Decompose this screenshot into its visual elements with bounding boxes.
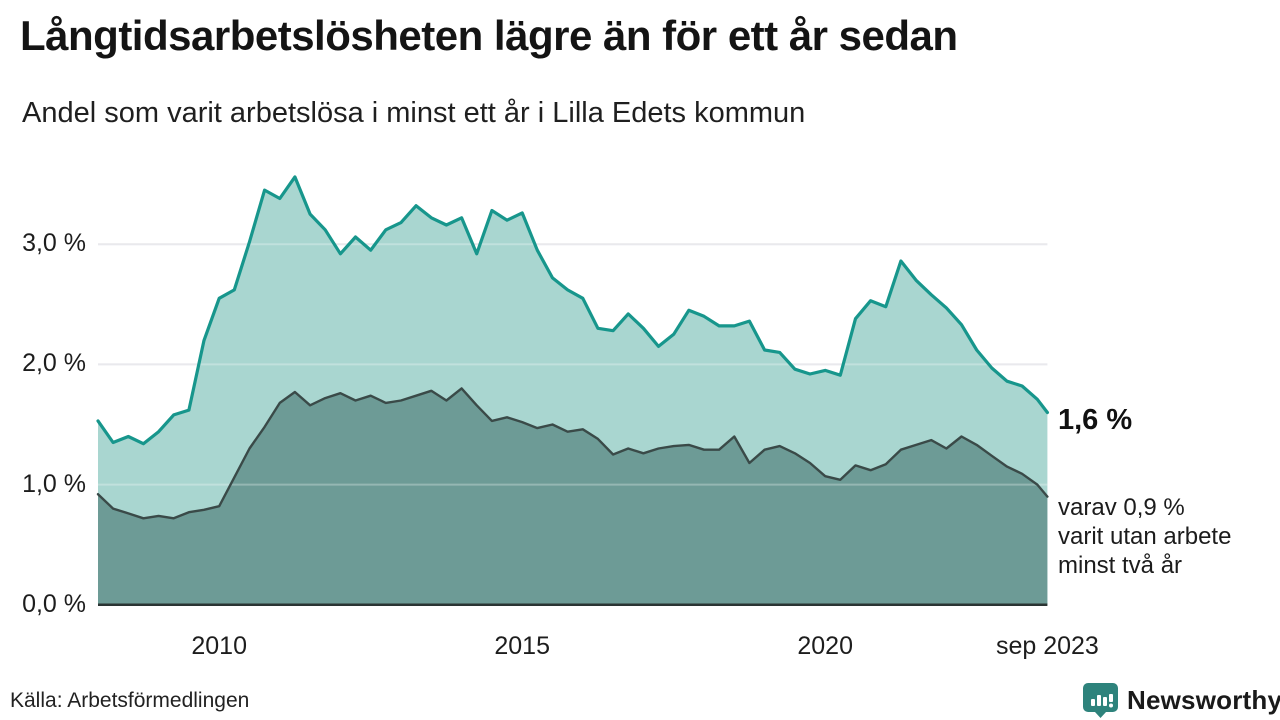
x-tick-label: 2015 [494, 632, 550, 660]
note-line: varit utan arbete [1058, 523, 1232, 550]
source-credit: Källa: Arbetsförmedlingen [10, 689, 250, 712]
y-tick-label: 0,0 % [22, 589, 86, 618]
brand-name: Newsworthy [1127, 684, 1280, 715]
y-tick-label: 1,0 % [22, 469, 86, 498]
note-line: minst två år [1058, 552, 1183, 579]
chart-subtitle: Andel som varit arbetslösa i minst ett å… [22, 97, 806, 129]
series-line-one-year [96, 175, 1049, 446]
latest-value-label: 1,6 % [1058, 404, 1133, 436]
series-area-two-years [98, 388, 1048, 605]
chart-title: Långtidsarbetslösheten lägre än för ett … [20, 12, 958, 59]
y-tick-label: 3,0 % [22, 229, 86, 258]
note-line: varav 0,9 % [1058, 494, 1185, 521]
x-tick-label: 2020 [797, 632, 853, 660]
newsworthy-icon [1083, 683, 1118, 718]
brand-logo: Newsworthy [1082, 682, 1280, 718]
x-tick-label: 2010 [191, 632, 247, 660]
series-line-two-years [96, 387, 1049, 520]
y-tick-label: 2,0 % [22, 349, 86, 378]
x-tick-label: sep 2023 [995, 632, 1099, 660]
latest-subvalue-note: varav 0,9 % varit utan arbete minst två … [1058, 493, 1231, 580]
